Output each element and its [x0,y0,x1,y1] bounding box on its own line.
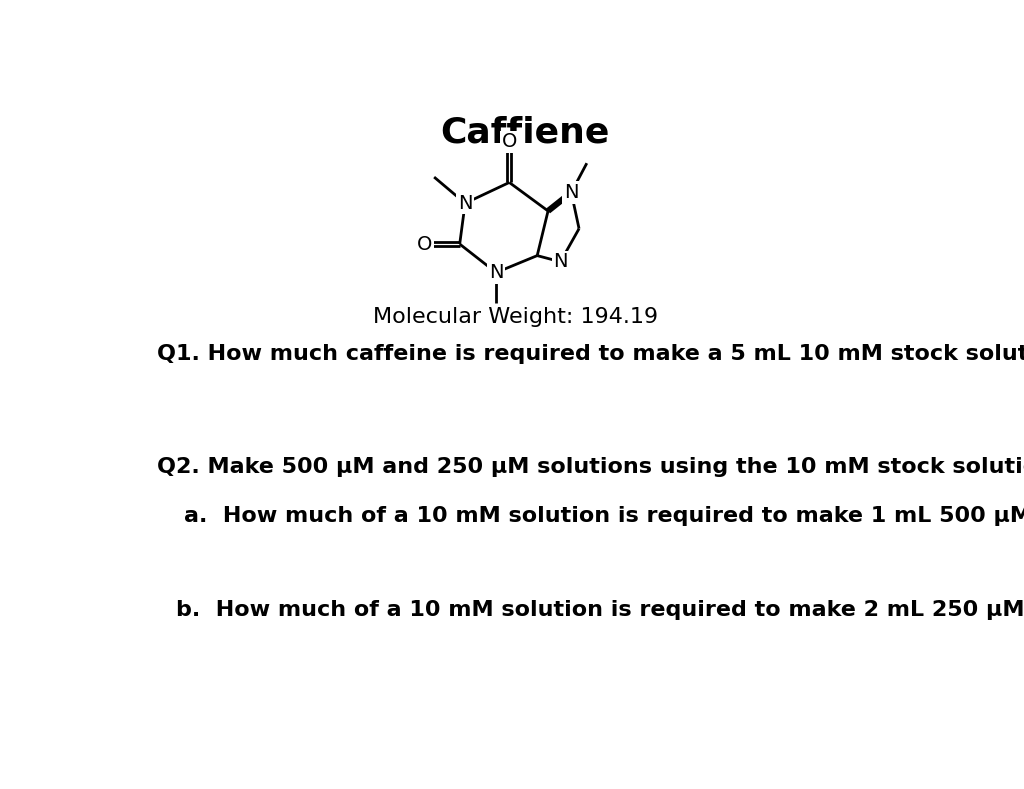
Text: Q1. How much caffeine is required to make a 5 mL 10 mM stock solution?: Q1. How much caffeine is required to mak… [158,344,1024,365]
Text: N: N [553,252,567,271]
Text: a.  How much of a 10 mM solution is required to make 1 mL 500 μM solution?: a. How much of a 10 mM solution is requi… [183,506,1024,526]
Text: Q2. Make 500 μM and 250 μM solutions using the 10 mM stock solution.: Q2. Make 500 μM and 250 μM solutions usi… [158,458,1024,477]
Text: Molecular Weight: 194.19: Molecular Weight: 194.19 [373,307,658,327]
Text: O: O [502,132,517,151]
Text: N: N [564,183,579,202]
Text: O: O [417,234,432,253]
Text: N: N [458,194,472,213]
Text: N: N [488,263,504,282]
Text: b.  How much of a 10 mM solution is required to make 2 mL 250 μM solution?: b. How much of a 10 mM solution is requi… [176,600,1024,620]
Text: Caffiene: Caffiene [440,115,609,149]
